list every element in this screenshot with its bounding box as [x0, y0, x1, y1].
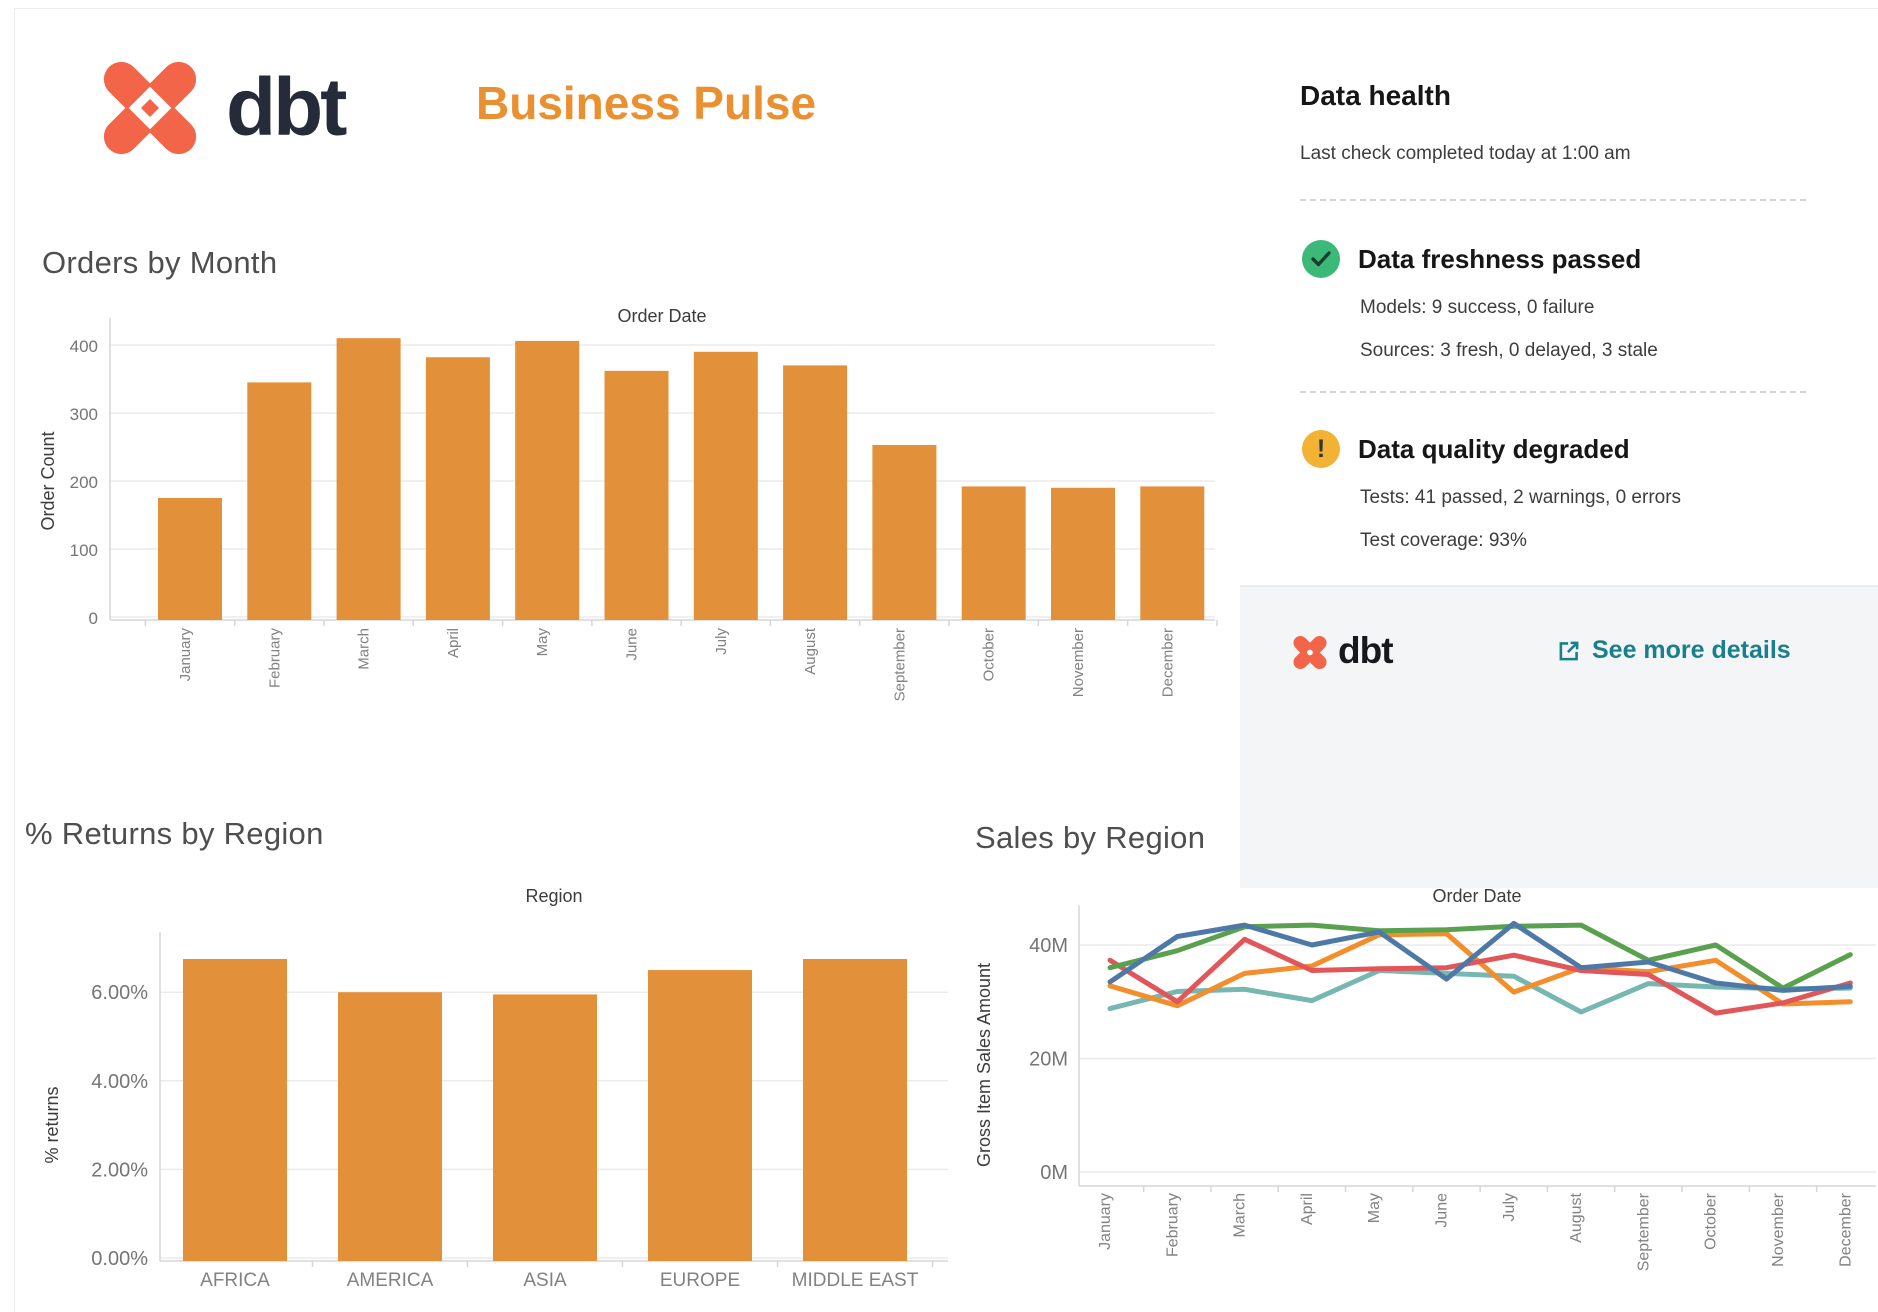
- returns-category-label: MIDDLE EAST: [792, 1270, 919, 1291]
- sales-category-label: February: [1164, 1193, 1181, 1257]
- orders-ytick: 0: [89, 609, 98, 628]
- returns-category-label: AMERICA: [347, 1270, 434, 1291]
- returns-by-region-chart: Region % returns 0.00% 2.00% 4.00% 6.00% AFRIC…: [42, 886, 948, 1291]
- dbt-wordmark-small: dbt: [1338, 630, 1394, 671]
- bar-august[interactable]: [783, 365, 848, 620]
- bar-march[interactable]: [336, 338, 401, 620]
- orders-chart-title: Orders by Month: [42, 245, 278, 280]
- returns-category-label: EUROPE: [660, 1270, 740, 1291]
- window-edge-top: [14, 8, 1878, 9]
- data-health-footer-card: [1240, 585, 1878, 888]
- returns-ytick: 2.00%: [91, 1159, 148, 1181]
- orders-category-label: March: [356, 628, 373, 670]
- returns-chart-title: % Returns by Region: [25, 816, 324, 851]
- sales-ytick: 40M: [1029, 935, 1068, 957]
- bar-europe[interactable]: [648, 970, 752, 1261]
- sales-line-teal[interactable]: [1107, 968, 1853, 1015]
- orders-ytick: 100: [70, 541, 98, 560]
- dashboard-title: Business Pulse: [476, 77, 817, 129]
- freshness-sources-line: Sources: 3 fresh, 0 delayed, 3 stale: [1360, 340, 1658, 361]
- orders-category-label: July: [713, 628, 730, 655]
- sales-category-label: June: [1434, 1193, 1451, 1228]
- returns-ytick: 4.00%: [91, 1071, 148, 1093]
- bar-america[interactable]: [338, 992, 442, 1261]
- orders-category-label: October: [981, 628, 998, 681]
- bar-middle-east[interactable]: [803, 958, 907, 1261]
- freshness-status-icon: [1302, 240, 1340, 278]
- sales-category-label: October: [1703, 1192, 1720, 1250]
- see-more-details-label: See more details: [1592, 636, 1791, 664]
- sales-category-label: May: [1366, 1193, 1383, 1223]
- orders-yaxis-title: Order Count: [40, 431, 58, 530]
- sales-ytick: 0M: [1040, 1162, 1068, 1184]
- orders-category-label: April: [445, 628, 462, 658]
- orders-category-label: February: [266, 628, 283, 689]
- quality-coverage-line: Test coverage: 93%: [1360, 530, 1527, 551]
- sales-line-green[interactable]: [1107, 922, 1853, 991]
- dbt-logo-icon: [103, 61, 197, 155]
- sales-yaxis-title: Gross Item Sales Amount: [974, 963, 994, 1167]
- sales-category-label: April: [1299, 1193, 1316, 1225]
- returns-category-label: ASIA: [523, 1270, 567, 1291]
- divider: [1300, 199, 1806, 201]
- returns-xaxis-title: Region: [525, 886, 582, 906]
- orders-category-label: December: [1159, 628, 1176, 697]
- sales-xaxis-title: Order Date: [1432, 886, 1521, 906]
- sales-category-label: December: [1837, 1192, 1854, 1266]
- sales-ytick: 20M: [1029, 1049, 1068, 1071]
- sales-line-blue[interactable]: [1107, 920, 1853, 993]
- orders-category-label: November: [1070, 628, 1087, 697]
- orders-category-label: August: [802, 627, 819, 675]
- orders-ytick: 200: [70, 473, 98, 492]
- data-health-last-check: Last check completed today at 1:00 am: [1300, 143, 1631, 164]
- see-more-details-link[interactable]: See more details: [1556, 636, 1791, 665]
- orders-by-month-chart: Order Date Order Count 0 100 200 300 400 Januar…: [40, 306, 1218, 701]
- sales-category-label: March: [1232, 1193, 1249, 1237]
- orders-ytick: 300: [70, 405, 98, 424]
- sales-category-label: August: [1568, 1192, 1585, 1242]
- sales-by-region-chart: Order Date Gross Item Sales Amount 0M 20M 40…: [974, 886, 1876, 1271]
- bar-february[interactable]: [247, 382, 312, 620]
- freshness-status-heading: Data freshness passed: [1358, 244, 1642, 274]
- sales-category-label: September: [1635, 1192, 1652, 1271]
- returns-ytick: 6.00%: [91, 982, 148, 1004]
- returns-category-label: AFRICA: [200, 1270, 270, 1291]
- bar-may[interactable]: [515, 340, 580, 620]
- window-edge-left: [14, 8, 15, 1312]
- returns-ytick: 0.00%: [91, 1248, 148, 1270]
- sales-line-red[interactable]: [1107, 936, 1853, 1016]
- sales-category-label: November: [1770, 1192, 1787, 1266]
- data-health-title: Data health: [1300, 80, 1451, 111]
- orders-category-label: June: [624, 628, 641, 661]
- check-icon: [1311, 251, 1331, 267]
- orders-category-label: January: [177, 628, 194, 682]
- bar-april[interactable]: [425, 357, 490, 620]
- sales-category-label: July: [1501, 1193, 1518, 1221]
- quality-status-heading: Data quality degraded: [1358, 434, 1630, 464]
- returns-yaxis-title: % returns: [42, 1086, 62, 1163]
- bar-july[interactable]: [693, 351, 758, 620]
- dbt-logo-icon-small: [1293, 635, 1327, 670]
- quality-tests-line: Tests: 41 passed, 2 warnings, 0 errors: [1360, 487, 1682, 508]
- bar-january[interactable]: [158, 498, 222, 620]
- bar-october[interactable]: [961, 486, 1026, 620]
- orders-category-label: May: [534, 628, 551, 657]
- orders-category-label: September: [891, 628, 908, 701]
- bar-asia[interactable]: [493, 994, 597, 1261]
- divider: [1300, 391, 1806, 393]
- freshness-models-line: Models: 9 success, 0 failure: [1360, 297, 1595, 318]
- bar-december[interactable]: [1140, 486, 1205, 620]
- bar-september[interactable]: [872, 444, 937, 620]
- bar-june[interactable]: [604, 370, 669, 620]
- sales-category-label: January: [1097, 1193, 1114, 1250]
- exclamation-icon: !: [1316, 434, 1326, 463]
- sales-chart-title: Sales by Region: [975, 820, 1206, 855]
- bar-november[interactable]: [1051, 487, 1115, 620]
- external-link-icon: [1559, 641, 1579, 660]
- quality-status-icon: !: [1302, 430, 1340, 468]
- orders-xaxis-title: Order Date: [617, 306, 706, 326]
- dbt-wordmark: dbt: [226, 62, 347, 153]
- orders-ytick: 400: [70, 337, 98, 356]
- bar-africa[interactable]: [183, 958, 287, 1261]
